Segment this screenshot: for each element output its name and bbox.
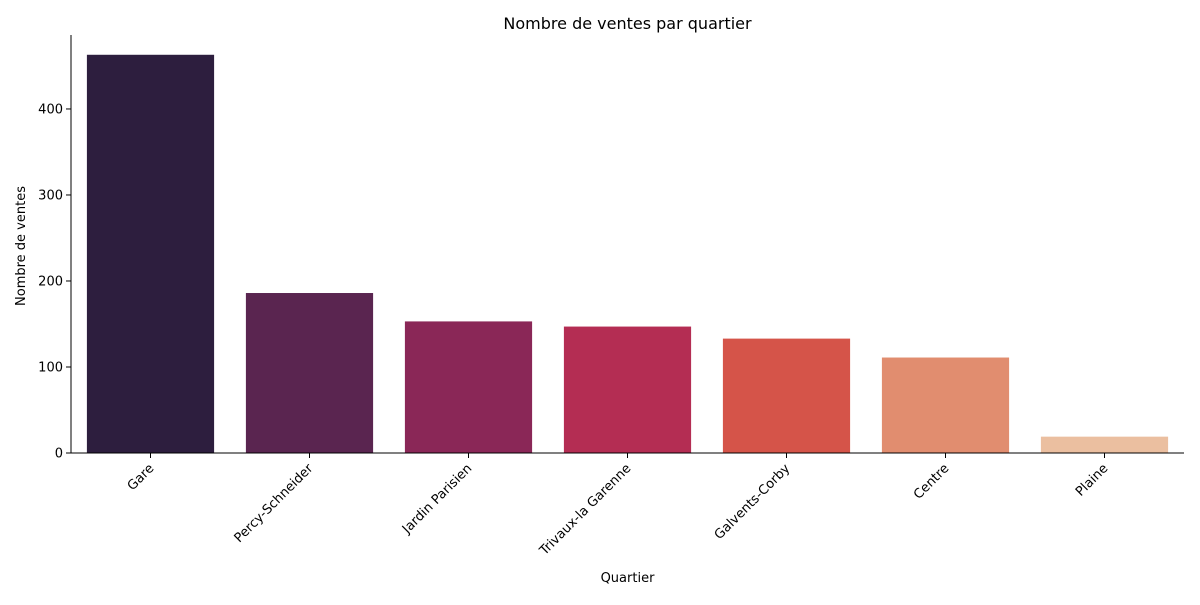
x-tick-label: Plaine: [1073, 461, 1111, 499]
bar-plaine: [1040, 436, 1169, 453]
y-tick-label: 400: [38, 102, 63, 117]
x-tick-label: Galvents-Corby: [712, 461, 794, 543]
y-tick-label: 300: [38, 188, 63, 203]
bar-gare: [86, 54, 215, 453]
x-tick-label: Trivaux-la Garenne: [536, 461, 634, 559]
y-axis-title: Nombre de ventes: [14, 186, 29, 306]
x-tick-label: Percy-Schneider: [232, 461, 317, 546]
y-tick-label: 0: [55, 447, 63, 462]
y-tick-label: 100: [38, 360, 63, 375]
bar-galvents-corby: [722, 338, 851, 453]
plot-area: 0 100 200 300 400 Gare Percy-Schneider Jardin P…: [38, 35, 1184, 559]
x-tick-label: Jardin Parisien: [399, 461, 475, 537]
y-tick-label: 200: [38, 274, 63, 289]
chart-title: Nombre de ventes par quartier: [503, 14, 752, 33]
x-tick-label: Gare: [125, 461, 158, 494]
x-axis-title: Quartier: [601, 571, 655, 586]
bar-jardin-parisien: [404, 321, 533, 453]
bar-centre: [881, 357, 1010, 453]
x-tick-label: Centre: [911, 461, 952, 502]
bar-percy-schneider: [245, 293, 374, 453]
bar-trivaux-la-garenne: [563, 326, 692, 453]
